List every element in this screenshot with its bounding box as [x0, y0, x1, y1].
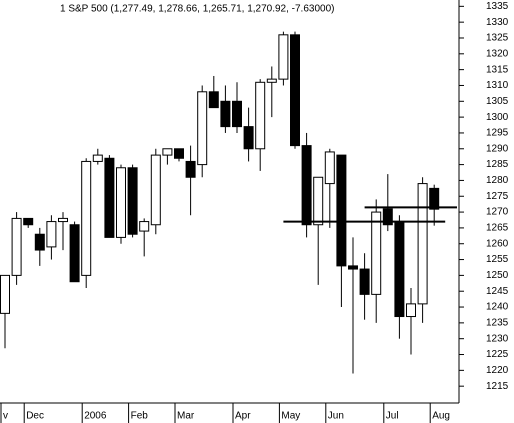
candle-body — [58, 217, 68, 223]
x-tick-label: Aug — [432, 411, 450, 422]
x-tick-label: Jul — [386, 411, 399, 422]
candle-body — [290, 34, 300, 147]
y-tick-label: 1325 — [486, 33, 509, 44]
candle-body — [232, 100, 242, 128]
x-tick-label: v — [3, 411, 8, 422]
y-tick-label: 1320 — [486, 48, 509, 59]
y-tick-label: 1265 — [486, 223, 509, 234]
candle-body — [185, 160, 196, 178]
candle-body — [139, 221, 150, 232]
candle-body — [69, 224, 80, 283]
x-tick-label: Dec — [26, 411, 44, 422]
candle-body — [104, 157, 115, 238]
candle-body — [382, 208, 393, 226]
y-tick-label: 1240 — [486, 302, 509, 313]
y-tick-label: 1300 — [486, 112, 509, 123]
x-tick-label: Apr — [235, 411, 251, 422]
x-tick-label: May — [281, 411, 300, 422]
candle-body — [92, 154, 103, 162]
candle-body — [127, 167, 138, 235]
candle-body — [220, 100, 231, 128]
y-tick-label: 1245 — [486, 286, 509, 297]
y-tick-label: 1225 — [486, 349, 509, 360]
candle-body — [150, 154, 161, 226]
chart-title: 1 S&P 500 (1,277.49, 1,278.66, 1,265.71,… — [60, 4, 334, 15]
candle-body — [162, 148, 173, 156]
candle-body — [406, 303, 416, 318]
candle-body — [255, 81, 266, 150]
y-tick-label: 1275 — [486, 191, 509, 202]
candle-body — [174, 148, 184, 159]
y-tick-label: 1250 — [486, 270, 509, 281]
candle-body — [34, 233, 45, 251]
candle-body — [429, 187, 440, 210]
candle-body — [417, 183, 428, 305]
candle-body — [266, 78, 277, 83]
x-tick-label: Jun — [328, 411, 344, 422]
y-tick-label: 1330 — [486, 17, 509, 28]
candle-body — [394, 221, 405, 318]
candle-body — [46, 221, 57, 248]
candle-body — [11, 217, 22, 276]
y-tick-label: 1255 — [486, 254, 509, 265]
candle-body — [348, 265, 358, 270]
y-tick-label: 1290 — [486, 143, 509, 154]
y-tick-label: 1295 — [486, 128, 509, 139]
y-tick-label: 1280 — [486, 175, 509, 186]
candle-body — [23, 217, 34, 226]
y-tick-label: 1310 — [486, 80, 509, 91]
y-tick-label: 1235 — [486, 318, 509, 329]
y-tick-label: 1230 — [486, 333, 509, 344]
candle-body — [278, 34, 289, 80]
candle-body — [116, 167, 126, 238]
y-tick-label: 1315 — [486, 64, 509, 75]
candle-body — [336, 154, 347, 267]
candle-body — [313, 176, 324, 226]
y-tick-label: 1215 — [486, 381, 509, 392]
candle-body — [0, 274, 10, 314]
x-tick-label: Mar — [177, 411, 195, 422]
candle-body — [301, 145, 312, 226]
candle-body — [324, 151, 335, 185]
y-tick-label: 1285 — [486, 159, 509, 170]
candle-body — [208, 91, 219, 109]
candle-body — [243, 126, 254, 150]
candle-body — [81, 160, 92, 276]
candle-body — [359, 268, 370, 295]
y-tick-label: 1305 — [486, 96, 509, 107]
x-tick-label: 2006 — [84, 411, 107, 422]
x-tick-label: Feb — [131, 411, 149, 422]
y-tick-label: 1260 — [486, 238, 509, 249]
y-tick-label: 1220 — [486, 365, 509, 376]
candle-body — [371, 211, 382, 295]
y-tick-label: 1270 — [486, 207, 509, 218]
candle-body — [197, 91, 208, 166]
y-tick-label: 1335 — [486, 1, 509, 12]
